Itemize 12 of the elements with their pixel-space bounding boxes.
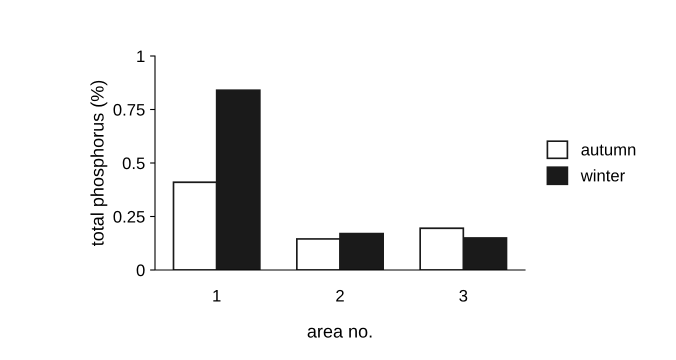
x-tick-label: 3 <box>459 290 468 302</box>
y-tick-label: 0.25 <box>113 210 145 223</box>
y-tick-label: 0.75 <box>113 104 145 116</box>
x-tick-label: 1 <box>213 290 220 302</box>
y-tick-label: 1 <box>137 50 144 62</box>
x-axis-title: area no. <box>308 328 372 338</box>
y-tick-label: 0 <box>136 264 145 276</box>
y-tick-label: 0.5 <box>122 157 145 170</box>
x-tick-label: 2 <box>336 290 344 302</box>
y-axis-title: total phosphorus (%) <box>90 80 108 246</box>
legend-label: winter <box>580 169 625 182</box>
legend-label: autumn <box>581 144 636 156</box>
